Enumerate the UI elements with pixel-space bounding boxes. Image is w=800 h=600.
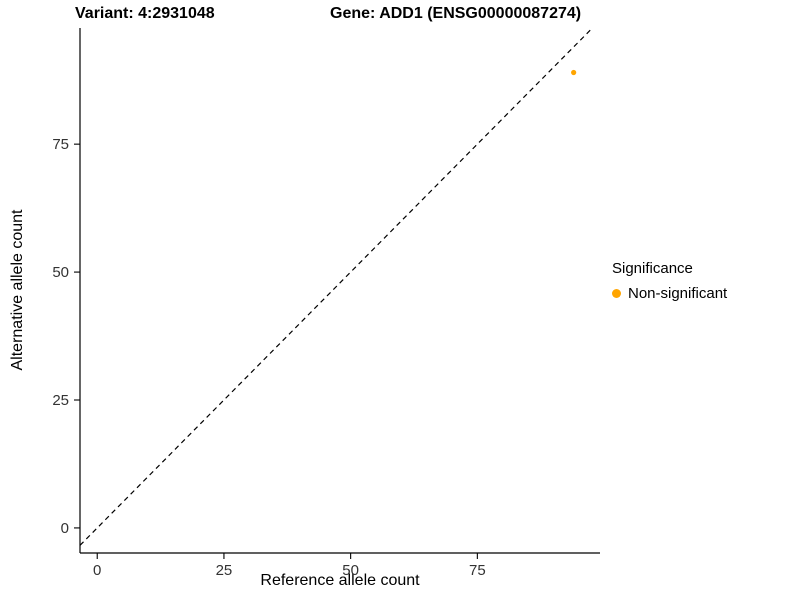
identity-line	[79, 27, 593, 546]
y-tick-label: 0	[61, 520, 69, 537]
x-tick-label: 25	[216, 562, 233, 579]
legend-item-label: Non-significant	[628, 285, 728, 302]
y-tick-label: 25	[52, 392, 69, 409]
legend: Significance Non-significant	[612, 260, 727, 302]
x-tick-label: 0	[93, 562, 101, 579]
y-tick-label: 50	[52, 264, 69, 281]
gene-title: Gene: ADD1 (ENSG00000087274)	[330, 5, 582, 22]
x-axis-label: Reference allele count	[260, 572, 420, 589]
y-tick-label: 75	[52, 136, 69, 153]
x-tick-label: 50	[342, 562, 359, 579]
legend-item: Non-significant	[612, 285, 727, 302]
legend-title: Significance	[612, 260, 693, 277]
variant-title: Variant: 4:2931048	[75, 5, 215, 22]
legend-point-icon	[612, 289, 621, 298]
x-tick-label: 75	[469, 562, 486, 579]
data-point	[571, 69, 577, 76]
